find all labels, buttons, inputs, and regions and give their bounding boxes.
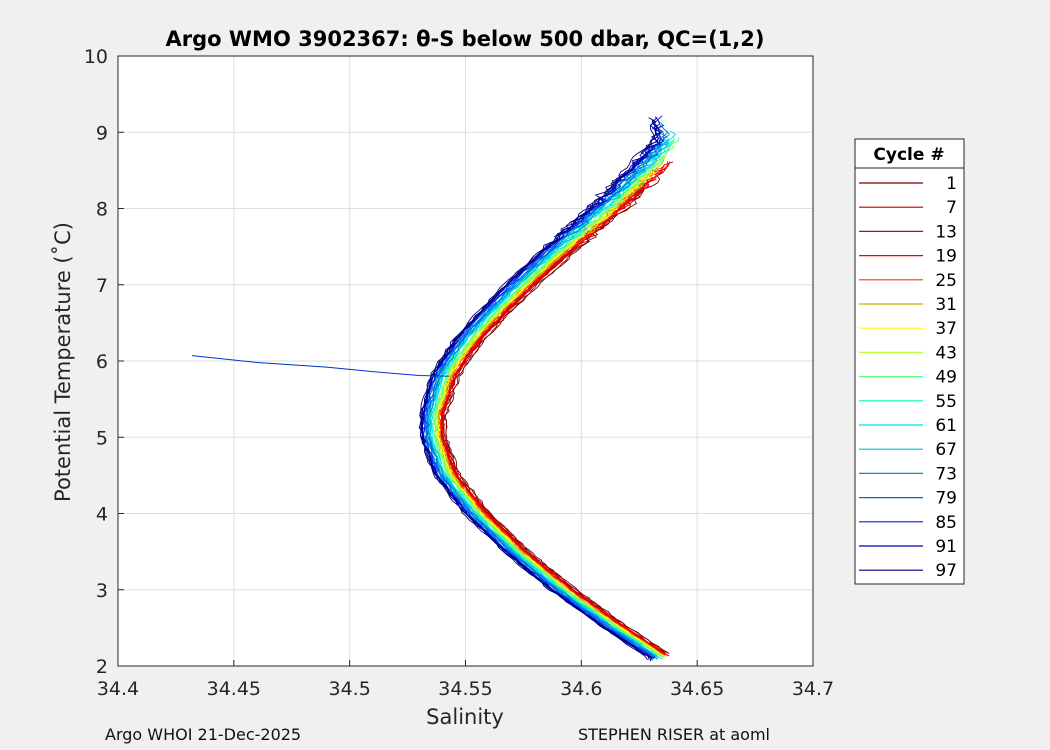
footer-left-credit: Argo WHOI 21-Dec-2025	[105, 725, 302, 744]
legend-label-55: 55	[935, 392, 957, 412]
y-axis-label: Potential Temperature (˚C)	[51, 222, 75, 502]
x-tick-label: 34.5	[329, 678, 371, 700]
legend-label-37: 37	[935, 319, 957, 339]
legend-label-13: 13	[935, 222, 957, 242]
cycle-line-97	[419, 119, 657, 660]
x-tick-label: 34.65	[670, 678, 724, 700]
legend-label-25: 25	[935, 271, 957, 291]
cycle-line-85	[422, 137, 664, 659]
cycle-line-1	[444, 168, 670, 654]
axis-ticks: 34.4 34.45 34.5 34.55 34.6 34.65 34.7 2 3 4 5 6 7 8 9 1…	[84, 46, 834, 700]
series-lines	[192, 115, 680, 662]
legend-label-85: 85	[935, 513, 957, 533]
cycle-line-13	[440, 178, 663, 654]
cycle-line-49	[432, 135, 676, 656]
x-tick-label: 34.45	[207, 678, 261, 700]
legend-label-91: 91	[935, 537, 957, 557]
outlier-profile-line	[192, 355, 450, 377]
y-tick-label: 9	[96, 122, 108, 144]
x-tick-label: 34.55	[438, 678, 492, 700]
legend-label-79: 79	[935, 489, 957, 509]
legend-label-43: 43	[935, 343, 957, 363]
y-tick-label: 8	[96, 199, 108, 221]
legend-label-19: 19	[935, 247, 957, 267]
legend-label-61: 61	[935, 416, 957, 436]
y-tick-label: 3	[96, 580, 108, 602]
legend-label-31: 31	[935, 295, 957, 315]
cycle-line-1	[443, 186, 670, 654]
legend-title: Cycle #	[873, 145, 944, 165]
legend-label-7: 7	[946, 198, 957, 218]
cycle-line-67	[428, 141, 668, 658]
x-axis-label: Salinity	[426, 705, 504, 729]
y-tick-label: 10	[84, 46, 108, 68]
y-tick-label: 4	[96, 504, 108, 526]
y-tick-label: 5	[96, 427, 108, 449]
legend-label-67: 67	[935, 440, 957, 460]
x-tick-label: 34.7	[792, 678, 834, 700]
legend: Cycle # 1 7 13 19 25 31 37 43 49 55 61 67 73 79 85 91 97	[854, 138, 965, 585]
cycle-line-79	[425, 139, 665, 658]
y-tick-label: 7	[96, 275, 108, 297]
x-tick-label: 34.4	[97, 678, 139, 700]
cycle-line-43	[434, 154, 668, 658]
legend-label-49: 49	[935, 368, 957, 388]
footer-right-credit: STEPHEN RISER at aoml	[578, 725, 770, 744]
legend-label-1: 1	[946, 174, 957, 194]
x-tick-label: 34.6	[560, 678, 602, 700]
legend-box	[854, 138, 965, 585]
legend-label-97: 97	[935, 561, 957, 581]
y-tick-label: 2	[96, 656, 108, 678]
y-tick-label: 6	[96, 351, 108, 373]
legend-label-73: 73	[935, 464, 957, 484]
cycle-line-61	[429, 130, 677, 658]
chart-title: Argo WMO 3902367: θ-S below 500 dbar, QC…	[166, 27, 765, 51]
cycle-line-97	[418, 117, 657, 661]
